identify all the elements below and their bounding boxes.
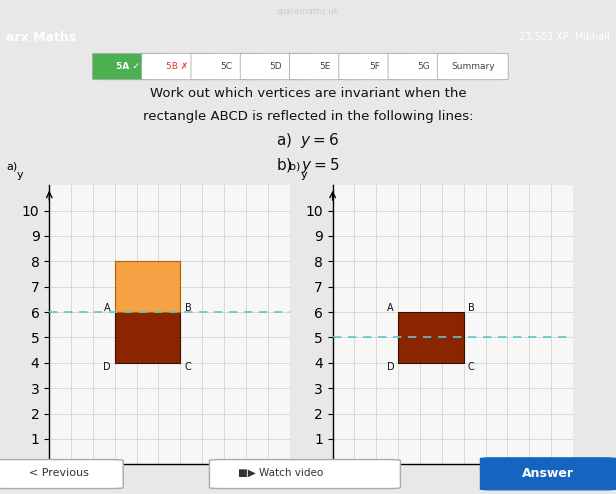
Text: A: A xyxy=(104,303,110,313)
FancyBboxPatch shape xyxy=(339,53,410,80)
Text: ■▶ Watch video: ■▶ Watch video xyxy=(238,468,323,478)
Text: 5B ✗: 5B ✗ xyxy=(166,62,188,71)
Text: arx Maths: arx Maths xyxy=(6,31,76,43)
Text: 5E: 5E xyxy=(319,62,331,71)
Text: < Previous: < Previous xyxy=(28,468,89,478)
FancyBboxPatch shape xyxy=(0,459,123,489)
FancyBboxPatch shape xyxy=(92,53,163,80)
Text: Answer: Answer xyxy=(522,466,574,480)
FancyBboxPatch shape xyxy=(142,53,213,80)
FancyBboxPatch shape xyxy=(240,53,311,80)
Text: 23,503 XP  Mikhail: 23,503 XP Mikhail xyxy=(519,32,610,42)
Text: 5C: 5C xyxy=(221,62,232,71)
Text: 5F: 5F xyxy=(369,62,379,71)
FancyBboxPatch shape xyxy=(209,459,400,489)
FancyBboxPatch shape xyxy=(480,458,616,490)
Text: B: B xyxy=(185,303,192,313)
Text: Summary: Summary xyxy=(451,62,495,71)
Text: b)  $y = 5$: b) $y = 5$ xyxy=(277,156,339,175)
Text: D: D xyxy=(387,362,394,372)
Text: a): a) xyxy=(6,162,17,171)
Text: sparemaths.uk: sparemaths.uk xyxy=(277,6,339,16)
Y-axis label: y: y xyxy=(17,169,24,180)
Text: rectangle ABCD is reflected in the following lines:: rectangle ABCD is reflected in the follo… xyxy=(143,110,473,123)
Text: C: C xyxy=(185,362,192,372)
Text: 5A ✓: 5A ✓ xyxy=(116,62,140,71)
FancyBboxPatch shape xyxy=(290,53,360,80)
Text: C: C xyxy=(468,362,475,372)
Bar xyxy=(115,312,180,363)
Text: b): b) xyxy=(290,162,301,171)
Text: D: D xyxy=(103,362,111,372)
Text: 5D: 5D xyxy=(269,62,282,71)
Bar xyxy=(398,312,464,363)
FancyBboxPatch shape xyxy=(191,53,262,80)
Text: Work out which vertices are invariant when the: Work out which vertices are invariant wh… xyxy=(150,87,466,100)
FancyBboxPatch shape xyxy=(437,53,508,80)
FancyBboxPatch shape xyxy=(388,53,459,80)
Bar xyxy=(115,261,180,312)
Text: 5G: 5G xyxy=(417,62,430,71)
Text: B: B xyxy=(468,303,475,313)
Y-axis label: y: y xyxy=(301,169,307,180)
Text: A: A xyxy=(387,303,394,313)
Text: a)  $y = 6$: a) $y = 6$ xyxy=(276,131,340,150)
